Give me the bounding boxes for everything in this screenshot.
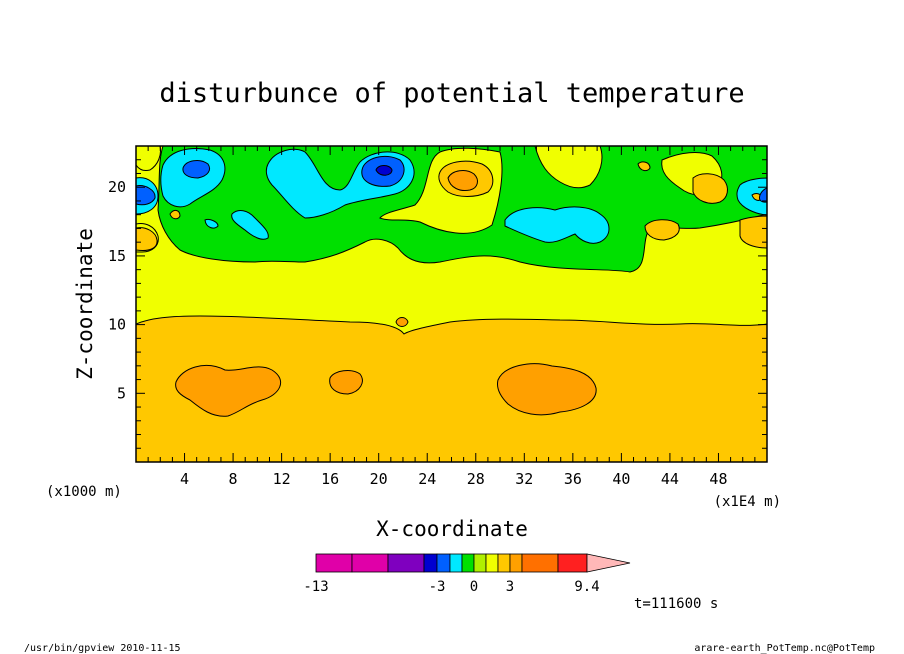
x-tick-label: 8 [229, 470, 238, 488]
x-tick-label: 24 [418, 470, 436, 488]
colorbar [315, 553, 631, 573]
x-unit-left: (x1000 m) [46, 484, 122, 500]
y-tick-label: 15 [108, 247, 126, 265]
x-tick-label: 48 [709, 470, 727, 488]
y-axis-label: Z-coordinate [73, 228, 97, 380]
colorbar-swatch [436, 553, 451, 573]
contour-field [136, 146, 767, 462]
field-warm-cell [637, 161, 651, 172]
x-tick-label: 16 [321, 470, 339, 488]
x-tick-label: 20 [370, 470, 388, 488]
colorbar-swatch [423, 553, 438, 573]
y-tick-label: 10 [108, 316, 126, 334]
chart-title: disturbunce of potential temperature [159, 78, 744, 109]
field-warm-cell [175, 365, 282, 417]
colorbar-swatch [497, 553, 511, 573]
field-cool-cell [204, 219, 219, 229]
x-tick-label: 44 [661, 470, 679, 488]
y-axis: 5 10 15 20 [108, 145, 767, 463]
colorbar-tick-label: -3 [429, 579, 446, 595]
field-cool-cell [231, 210, 269, 240]
x-tick-label: 4 [180, 470, 189, 488]
colorbar-arrow [586, 553, 631, 573]
colorbar-tick-label: -13 [303, 579, 328, 595]
field-warm-cell [739, 215, 767, 249]
colorbar-tick-label: 3 [506, 579, 514, 595]
footer-left: /usr/bin/gpview 2010-11-15 [24, 643, 181, 654]
colorbar-swatch [449, 553, 463, 573]
field-warm-cell [644, 219, 680, 241]
field-warm-cell [329, 370, 363, 395]
colorbar-swatch [315, 553, 353, 573]
field-cool-cell [504, 206, 610, 244]
colorbar-swatch [521, 553, 559, 573]
field-warm-cell [692, 173, 728, 204]
footer-right: arare-earth_PotTemp.nc@PotTemp [694, 643, 875, 654]
field-pocket [534, 146, 603, 189]
colorbar-swatch [557, 553, 588, 573]
colorbar-tick-label: 9.4 [574, 579, 599, 595]
field-warm-cell [395, 317, 409, 327]
field-warm-cell [136, 227, 158, 251]
x-tick-label: 36 [564, 470, 582, 488]
x-tick-label: 12 [273, 470, 291, 488]
field-cold-core [182, 160, 211, 179]
x-tick-label: 28 [467, 470, 485, 488]
colorbar-swatch [461, 553, 475, 573]
field-warm-cell [169, 209, 181, 220]
colorbar-swatch [473, 553, 487, 573]
field-warm-cell [497, 363, 597, 416]
x-axis: 4 8 12 16 20 24 28 32 36 40 44 48 [135, 146, 768, 488]
colorbar-swatch [509, 553, 523, 573]
colorbar-swatch [485, 553, 499, 573]
field-coldest-core [375, 165, 393, 176]
colorbar-tick-label: 0 [470, 579, 478, 595]
y-tick-label: 5 [117, 384, 126, 402]
x-unit-right: (x1E4 m) [714, 494, 781, 510]
x-tick-label: 32 [515, 470, 533, 488]
x-tick-label: 40 [612, 470, 630, 488]
field-pocket [136, 146, 161, 171]
field-cold-core [136, 185, 156, 206]
x-axis-label: X-coordinate [376, 517, 528, 541]
field-warm-cell [447, 170, 478, 191]
y-tick-label: 20 [108, 178, 126, 196]
colorbar-swatch [387, 553, 425, 573]
time-label: t=111600 s [634, 596, 718, 612]
colorbar-tick-labels: -13 -3 0 3 9.4 [303, 579, 599, 595]
colorbar-swatch [351, 553, 389, 573]
